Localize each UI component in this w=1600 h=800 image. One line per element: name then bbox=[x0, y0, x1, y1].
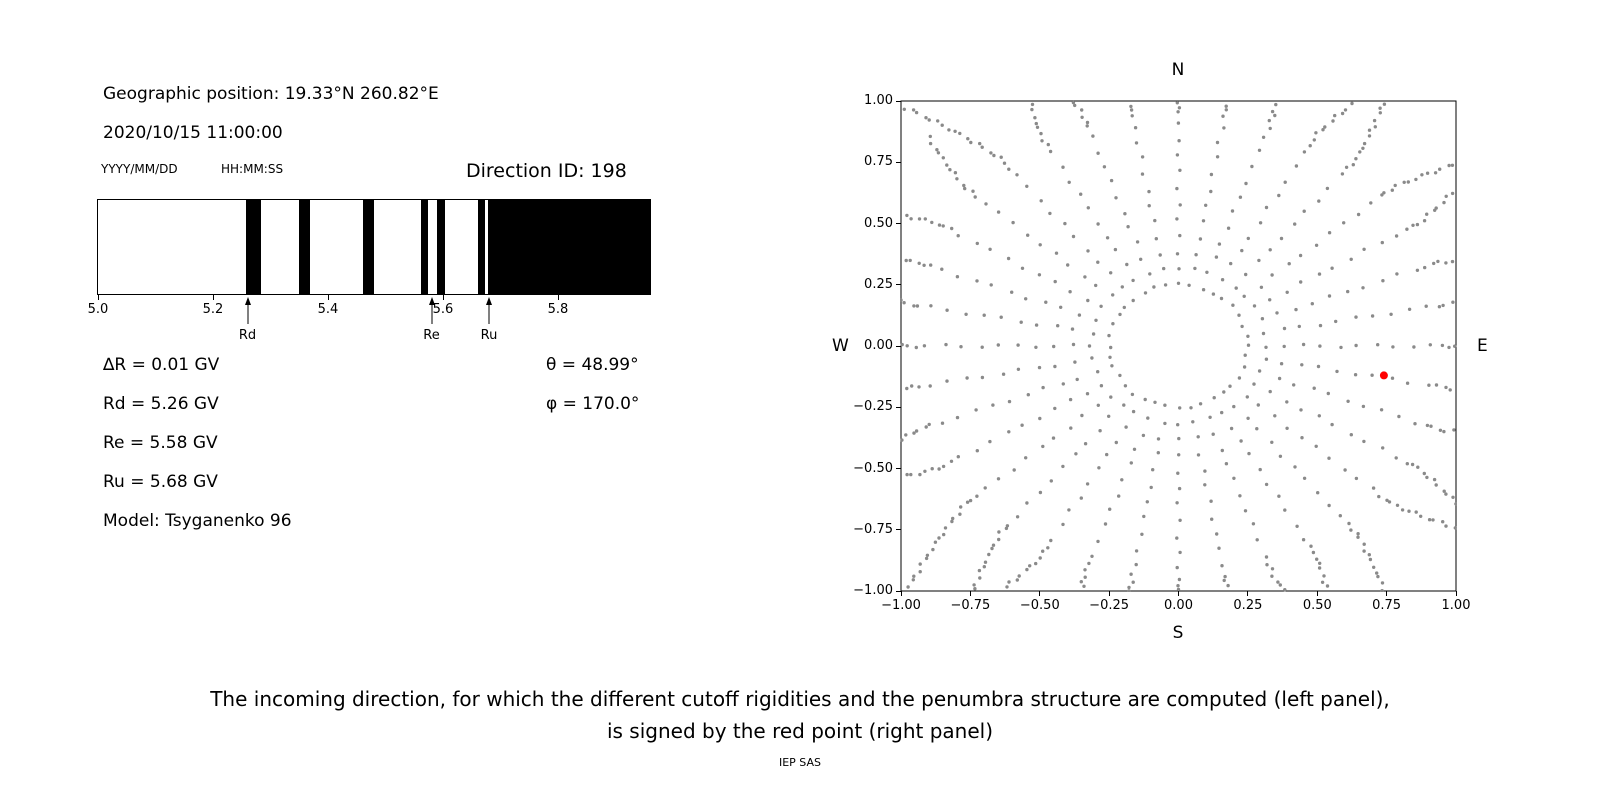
delta-r-value: ∆R = 0.01 GV bbox=[103, 355, 220, 375]
direction-scatter-plot bbox=[899, 100, 1458, 593]
x-tick-mark bbox=[212, 295, 214, 300]
x-tick-mark bbox=[969, 591, 971, 596]
x-tick-label: −0.75 bbox=[950, 598, 991, 613]
x-tick-mark bbox=[557, 295, 559, 300]
y-tick-mark bbox=[896, 590, 901, 592]
caption-line-1: The incoming direction, for which the di… bbox=[210, 687, 1390, 711]
x-tick-mark bbox=[1108, 591, 1110, 596]
penumbra-plot bbox=[97, 199, 651, 295]
penumbra-forbidden-band bbox=[437, 200, 445, 294]
y-tick-mark bbox=[896, 284, 901, 286]
y-tick-mark bbox=[896, 468, 901, 469]
red-direction-point bbox=[1379, 371, 1388, 380]
x-tick-label: 5.0 bbox=[87, 302, 109, 317]
annotation-arrow-icon bbox=[486, 297, 492, 324]
ru-value: Ru = 5.68 GV bbox=[103, 472, 218, 492]
scatter-canvas bbox=[899, 100, 1458, 593]
penumbra-forbidden-band bbox=[299, 200, 311, 294]
compass-east-label: E bbox=[1477, 336, 1488, 356]
x-tick-label: −0.25 bbox=[1089, 598, 1130, 613]
annotation-label-ru: Ru bbox=[480, 328, 498, 343]
red-direction-point-group bbox=[1379, 371, 1388, 380]
x-tick-label: 0.25 bbox=[1233, 598, 1263, 613]
x-tick-mark bbox=[900, 591, 902, 596]
gray-dots-group bbox=[899, 100, 1458, 593]
date-format-hint: YYYY/MM/DD bbox=[101, 162, 178, 176]
x-tick-mark bbox=[1178, 591, 1179, 596]
model-label: Model: Tsyganenko 96 bbox=[103, 511, 292, 531]
penumbra-forbidden-band bbox=[363, 200, 374, 294]
caption-line-2: is signed by the red point (right panel) bbox=[606, 719, 994, 743]
y-tick-mark bbox=[896, 161, 901, 163]
direction-id-label: Direction ID: 198 bbox=[466, 160, 627, 182]
penumbra-forbidden-band bbox=[245, 200, 261, 294]
y-tick-mark bbox=[896, 345, 901, 347]
datetime-label: 2020/10/15 11:00:00 bbox=[103, 123, 283, 143]
y-tick-mark bbox=[896, 100, 901, 102]
y-tick-label: 0.50 bbox=[864, 215, 893, 231]
annotation-arrow-icon bbox=[244, 297, 251, 324]
penumbra-forbidden-band bbox=[421, 200, 429, 294]
x-tick-label: 1.00 bbox=[1441, 598, 1471, 613]
x-tick-label: 5.8 bbox=[547, 302, 569, 317]
compass-west-label: W bbox=[832, 336, 849, 356]
annotation-label-rd: Rd bbox=[238, 328, 257, 343]
compass-south-label: S bbox=[1172, 623, 1184, 643]
rd-value: Rd = 5.26 GV bbox=[103, 394, 219, 414]
x-tick-mark bbox=[442, 295, 444, 300]
compass-north-label: N bbox=[1171, 60, 1185, 80]
penumbra-forbidden-band bbox=[478, 200, 485, 294]
x-tick-mark bbox=[1247, 591, 1249, 596]
x-tick-label: 0.00 bbox=[1164, 598, 1193, 613]
credit-label: IEP SAS bbox=[778, 756, 822, 769]
x-tick-label: 5.6 bbox=[432, 302, 454, 317]
y-tick-label: −1.00 bbox=[853, 583, 893, 598]
y-tick-label: −0.25 bbox=[853, 399, 893, 415]
theta-value: θ = 48.99° bbox=[546, 355, 639, 375]
x-tick-label: 5.4 bbox=[317, 302, 339, 317]
y-tick-mark bbox=[896, 406, 901, 408]
x-tick-label: 0.50 bbox=[1302, 598, 1332, 613]
x-tick-mark bbox=[1039, 591, 1041, 596]
y-tick-mark bbox=[896, 529, 901, 531]
y-tick-label: −0.75 bbox=[853, 521, 893, 537]
re-value: Re = 5.58 GV bbox=[103, 433, 218, 453]
plot-frame bbox=[900, 100, 1457, 592]
x-tick-label: 5.2 bbox=[202, 302, 224, 317]
x-tick-mark bbox=[1455, 591, 1457, 596]
y-tick-label: 0.75 bbox=[864, 154, 893, 170]
phi-value: φ = 170.0° bbox=[546, 394, 640, 414]
x-tick-mark bbox=[327, 295, 329, 300]
x-tick-mark bbox=[1316, 591, 1318, 596]
time-format-hint: HH:MM:SS bbox=[221, 162, 284, 176]
geo-position-label: Geographic position: 19.33°N 260.82°E bbox=[103, 84, 439, 104]
y-tick-label: 0.25 bbox=[864, 276, 893, 292]
y-tick-label: 1.00 bbox=[864, 93, 893, 108]
y-tick-label: −0.50 bbox=[853, 460, 893, 476]
penumbra-forbidden-band bbox=[487, 200, 650, 294]
x-tick-mark bbox=[1386, 591, 1388, 596]
y-tick-label: 0.00 bbox=[864, 338, 893, 353]
x-tick-label: −1.00 bbox=[881, 598, 921, 613]
annotation-label-re: Re bbox=[423, 328, 440, 343]
annotation-arrow-icon bbox=[428, 297, 435, 324]
y-tick-mark bbox=[896, 223, 901, 224]
x-tick-label: −0.50 bbox=[1019, 598, 1060, 613]
x-tick-mark bbox=[97, 295, 99, 300]
x-tick-label: 0.75 bbox=[1372, 598, 1402, 613]
